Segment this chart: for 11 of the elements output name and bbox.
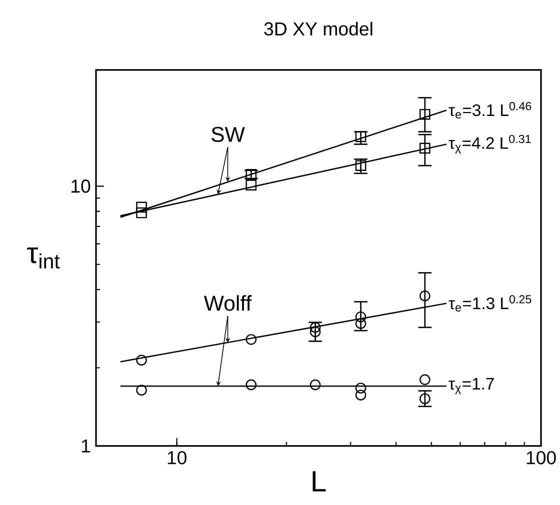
series-label: τ$_{e}$=1.3 L$^{0.25}$ [448,295,532,312]
x-axis-title: L [312,471,326,492]
chart-title: 3D XY model [264,22,372,36]
x-tick-label: 100 [526,451,556,464]
annotation: Wolff [204,295,252,311]
series-label: τ$_{χ}$=4.2 L$^{0.31}$ [448,134,531,154]
series-label: τ$_{e}$=3.1 L$^{0.46}$ [448,102,532,118]
series-label: τ$_{χ}$=1.7 [448,378,494,394]
y-axis-title: τ$_{int}$ [27,247,60,268]
annotation: SW [212,126,245,142]
y-tick-label: 1 [82,440,90,452]
